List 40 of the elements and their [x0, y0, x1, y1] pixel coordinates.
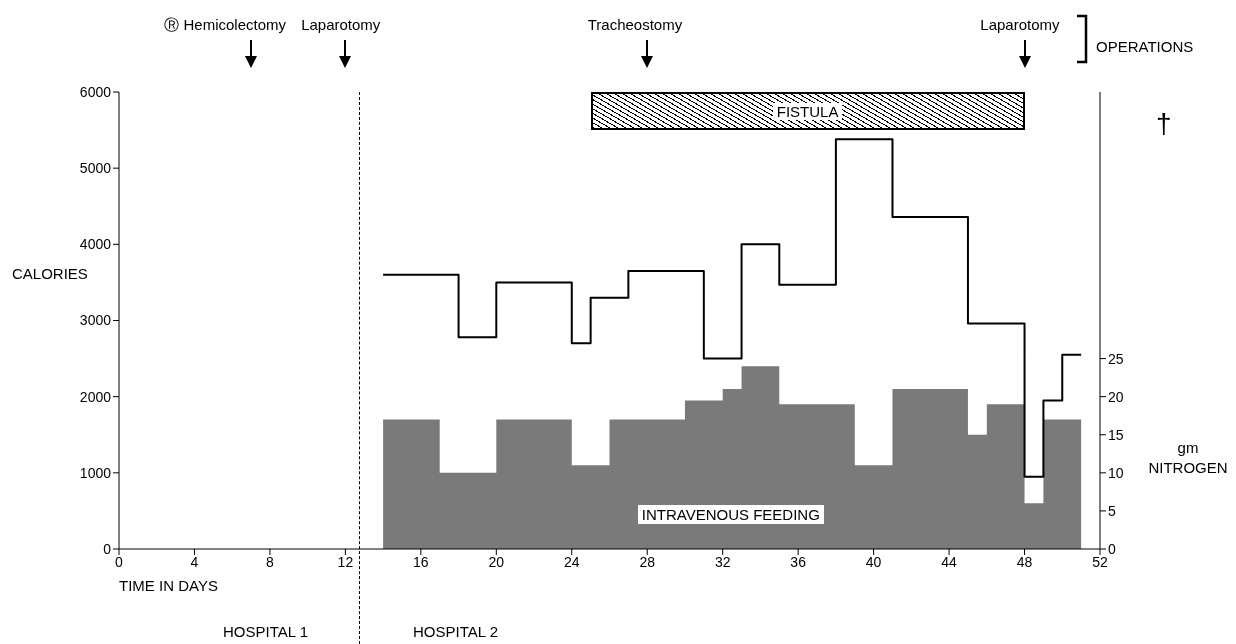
- x-tick-label: 44: [941, 553, 958, 570]
- x-tick-label: 28: [639, 553, 656, 570]
- text: Laparotomy: [301, 16, 381, 33]
- y2-tick-label: 15: [1108, 426, 1124, 443]
- x-tick-label: 8: [266, 553, 275, 570]
- y-tick-label: 1000: [79, 464, 112, 481]
- y-tick-label: 5000: [79, 160, 112, 177]
- y-tick-label: 3000: [79, 312, 112, 329]
- x-axis-title: TIME IN DAYS: [119, 577, 218, 594]
- series-label: INTRAVENOUS FEEDING: [637, 505, 824, 524]
- y-tick-label: 4000: [79, 236, 112, 253]
- y2-axis-title: gm NITROGEN: [1148, 438, 1228, 478]
- x-tick-label: 20: [488, 553, 505, 570]
- text: Tracheostomy: [587, 16, 683, 33]
- y-axis-title: CALORIES: [12, 264, 88, 282]
- x-tick-label: 40: [865, 553, 882, 570]
- y2-tick-label: 0: [1108, 540, 1116, 557]
- y2-tick-label: 5: [1108, 502, 1116, 519]
- y2-tick-label: 25: [1108, 350, 1124, 367]
- x-tick-label: 24: [563, 553, 580, 570]
- x-tick-label: 12: [337, 553, 354, 570]
- text: †: [1156, 108, 1172, 140]
- y2-tick-label: 20: [1108, 388, 1124, 405]
- y2-tick-label: 10: [1108, 464, 1124, 481]
- x-tick-label: 16: [413, 553, 429, 570]
- text: HOSPITAL 2: [413, 623, 499, 640]
- x-tick-label: 52: [1092, 553, 1108, 570]
- x-tick-label: 32: [714, 553, 731, 570]
- x-tick-label: 36: [790, 553, 807, 570]
- text: OPERATIONS: [1096, 38, 1194, 55]
- x-tick-label: 0: [115, 553, 124, 570]
- x-tick-label: 4: [190, 553, 199, 570]
- band-label: FISTULA: [772, 102, 843, 120]
- y-tick-label: 6000: [79, 83, 112, 100]
- text: Laparotomy: [980, 16, 1060, 33]
- x-tick-label: 48: [1016, 553, 1033, 570]
- y-tick-label: 2000: [79, 388, 112, 405]
- text: HOSPITAL 1: [223, 623, 309, 640]
- y-tick-label: 0: [103, 540, 112, 557]
- text: Ⓡ Hemicolectomy: [164, 16, 287, 35]
